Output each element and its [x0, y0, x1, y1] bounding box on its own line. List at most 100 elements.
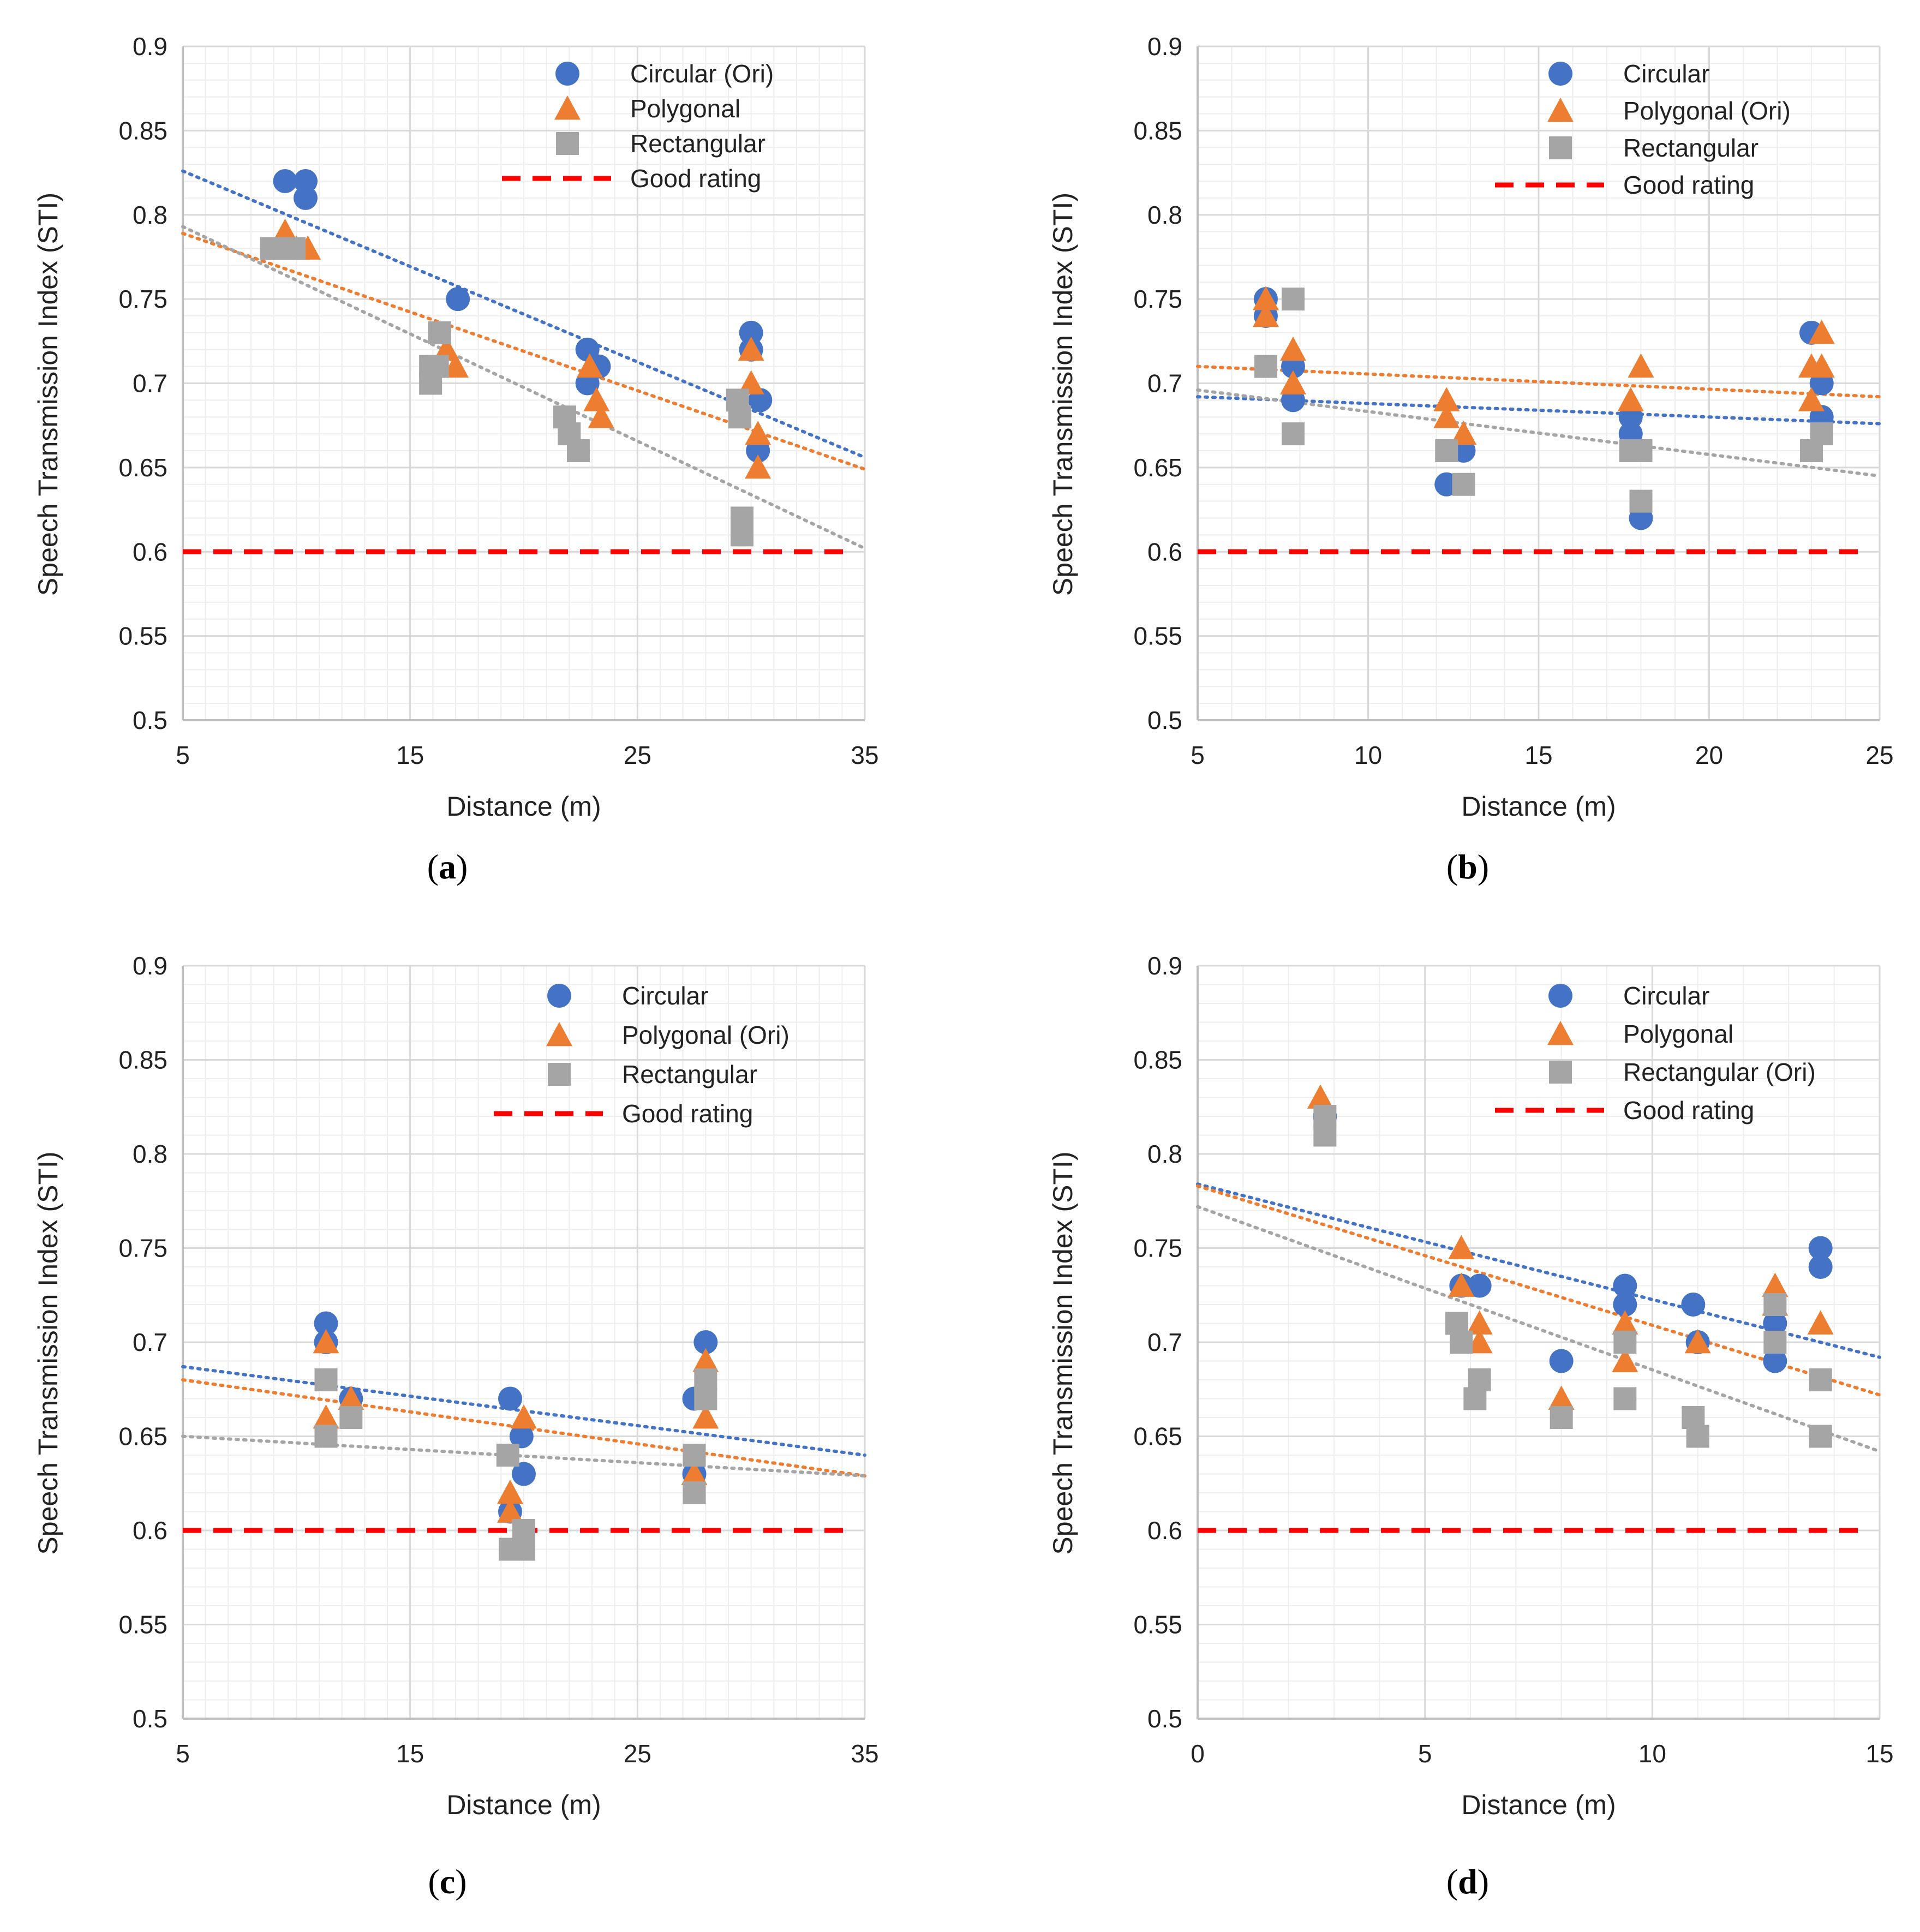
- polygonal-point: [1450, 421, 1477, 445]
- y-tick-label: 0.65: [1133, 1422, 1182, 1451]
- y-tick-label: 0.9: [133, 952, 168, 980]
- y-tick-label: 0.6: [1147, 1516, 1182, 1545]
- y-tick-label: 0.7: [1147, 1328, 1182, 1356]
- x-tick-label: 35: [851, 1739, 878, 1768]
- rectangular-point: [512, 1538, 535, 1561]
- polygonal-point: [745, 421, 771, 445]
- chart-panel-a: 0.5 0.55 0.6 0.65 0.7 0.75 0.8 0.85 0.9 5 15 25 35 Di…: [33, 32, 879, 886]
- panel-caption: (d): [1446, 1862, 1489, 1901]
- rectangular-point: [419, 372, 442, 395]
- polygonal-point: [1798, 387, 1825, 411]
- polygonal-series: [313, 1329, 719, 1523]
- y-tick-label: 0.5: [133, 706, 168, 734]
- x-axis-title: Distance (m): [1461, 791, 1616, 822]
- caption-letter: c: [440, 1862, 455, 1901]
- x-tick-label: 25: [624, 1739, 651, 1768]
- y-tick-label: 0.75: [1133, 1234, 1182, 1263]
- rectangular-trendline: [181, 225, 866, 551]
- y-tick-label: 0.9: [1147, 32, 1182, 61]
- good-rating-legend-label: Good rating: [622, 1099, 753, 1128]
- rectangular-point: [1613, 1387, 1637, 1410]
- rectangular-series: [314, 1368, 717, 1561]
- y-tick-label: 0.75: [1133, 285, 1182, 313]
- caption-paren-open: (: [428, 1862, 439, 1901]
- circular-legend-marker: [1548, 62, 1572, 86]
- y-tick-label: 0.85: [1133, 1046, 1182, 1074]
- polygonal-legend-label: Polygonal: [630, 94, 740, 123]
- legend: Circular (Ori) Polygonal Rectangular Good r…: [502, 59, 774, 193]
- circular-point: [509, 1424, 534, 1449]
- rectangular-point: [1550, 1406, 1573, 1429]
- polygonal-point: [692, 1348, 719, 1372]
- y-tick-label: 0.55: [1133, 1611, 1182, 1639]
- y-tick-label: 0.85: [1133, 116, 1182, 145]
- circular-point: [1467, 1273, 1492, 1298]
- x-axis-title: Distance (m): [446, 1790, 601, 1820]
- legend: Circular Polygonal (Ori) Rectangular Good r…: [1495, 59, 1791, 199]
- good-rating-legend-label: Good rating: [1623, 171, 1754, 199]
- polygonal-legend-label: Polygonal (Ori): [622, 1021, 789, 1049]
- y-axis-title: Speech Transmission Index (STI): [33, 1151, 63, 1554]
- rectangular-series: [1313, 1105, 1832, 1448]
- rectangular-point: [314, 1425, 338, 1448]
- rectangular-point: [731, 523, 753, 547]
- polygonal-series: [1253, 286, 1835, 445]
- rectangular-legend-marker: [1549, 1061, 1572, 1084]
- caption-paren-open: (: [1446, 1862, 1458, 1901]
- rectangular-point: [1629, 489, 1653, 513]
- x-tick-label: 25: [624, 741, 651, 769]
- circular-legend-marker: [1548, 984, 1572, 1008]
- polygonal-point: [338, 1385, 364, 1410]
- polygonal-point: [738, 336, 764, 361]
- polygonal-point: [1433, 387, 1460, 411]
- y-tick-label: 0.65: [118, 453, 168, 482]
- rectangular-point: [314, 1368, 338, 1391]
- rectangular-point: [1313, 1123, 1337, 1147]
- y-tick-label: 0.5: [1147, 1704, 1182, 1733]
- circular-point: [1763, 1349, 1787, 1373]
- polygonal-point: [588, 404, 614, 428]
- rectangular-point: [1686, 1425, 1709, 1448]
- circular-point: [294, 186, 318, 210]
- y-tick-label: 0.5: [1147, 706, 1182, 734]
- polygonal-point: [1448, 1272, 1475, 1297]
- polygonal-point: [511, 1404, 537, 1429]
- polygonal-point: [681, 1461, 708, 1485]
- circular-point: [739, 320, 763, 345]
- rectangular-point: [1435, 439, 1458, 462]
- x-tick-label: 15: [1865, 1739, 1893, 1768]
- polygonal-trendline: [181, 231, 866, 471]
- polygonal-point: [583, 387, 610, 411]
- polygonal-series: [1307, 1084, 1834, 1410]
- panel-caption: (a): [427, 847, 468, 886]
- circular-point: [314, 1311, 338, 1336]
- polygonal-point: [497, 1480, 523, 1504]
- rectangular-point: [1254, 355, 1277, 378]
- rectangular-point: [339, 1406, 363, 1429]
- circular-legend-marker: [547, 984, 571, 1008]
- y-tick-label: 0.9: [133, 32, 168, 61]
- polygonal-legend-marker: [1547, 98, 1574, 122]
- polygonal-legend-marker: [546, 1022, 572, 1046]
- polygonal-point: [313, 1329, 339, 1354]
- circular-trendline: [1196, 395, 1881, 426]
- circular-point: [1808, 1255, 1833, 1279]
- rectangular-legend-label: Rectangular: [622, 1060, 757, 1088]
- caption-letter: d: [1458, 1862, 1478, 1901]
- polygonal-legend-marker: [554, 95, 581, 120]
- y-tick-label: 0.8: [133, 201, 168, 229]
- grid: [182, 965, 866, 1720]
- polygonal-trendline: [1196, 364, 1881, 399]
- polygonal-point: [1762, 1272, 1789, 1297]
- rectangular-point: [1763, 1293, 1787, 1316]
- rectangular-series: [260, 237, 753, 547]
- y-tick-label: 0.5: [133, 1704, 168, 1733]
- caption-paren-open: (: [427, 847, 439, 886]
- polygonal-point: [1617, 387, 1644, 411]
- polygonal-point: [1808, 319, 1835, 344]
- polygonal-point: [1448, 1235, 1475, 1259]
- y-tick-label: 0.65: [1133, 453, 1182, 482]
- x-tick-label: 15: [1524, 741, 1552, 769]
- polygonal-point: [1628, 353, 1654, 378]
